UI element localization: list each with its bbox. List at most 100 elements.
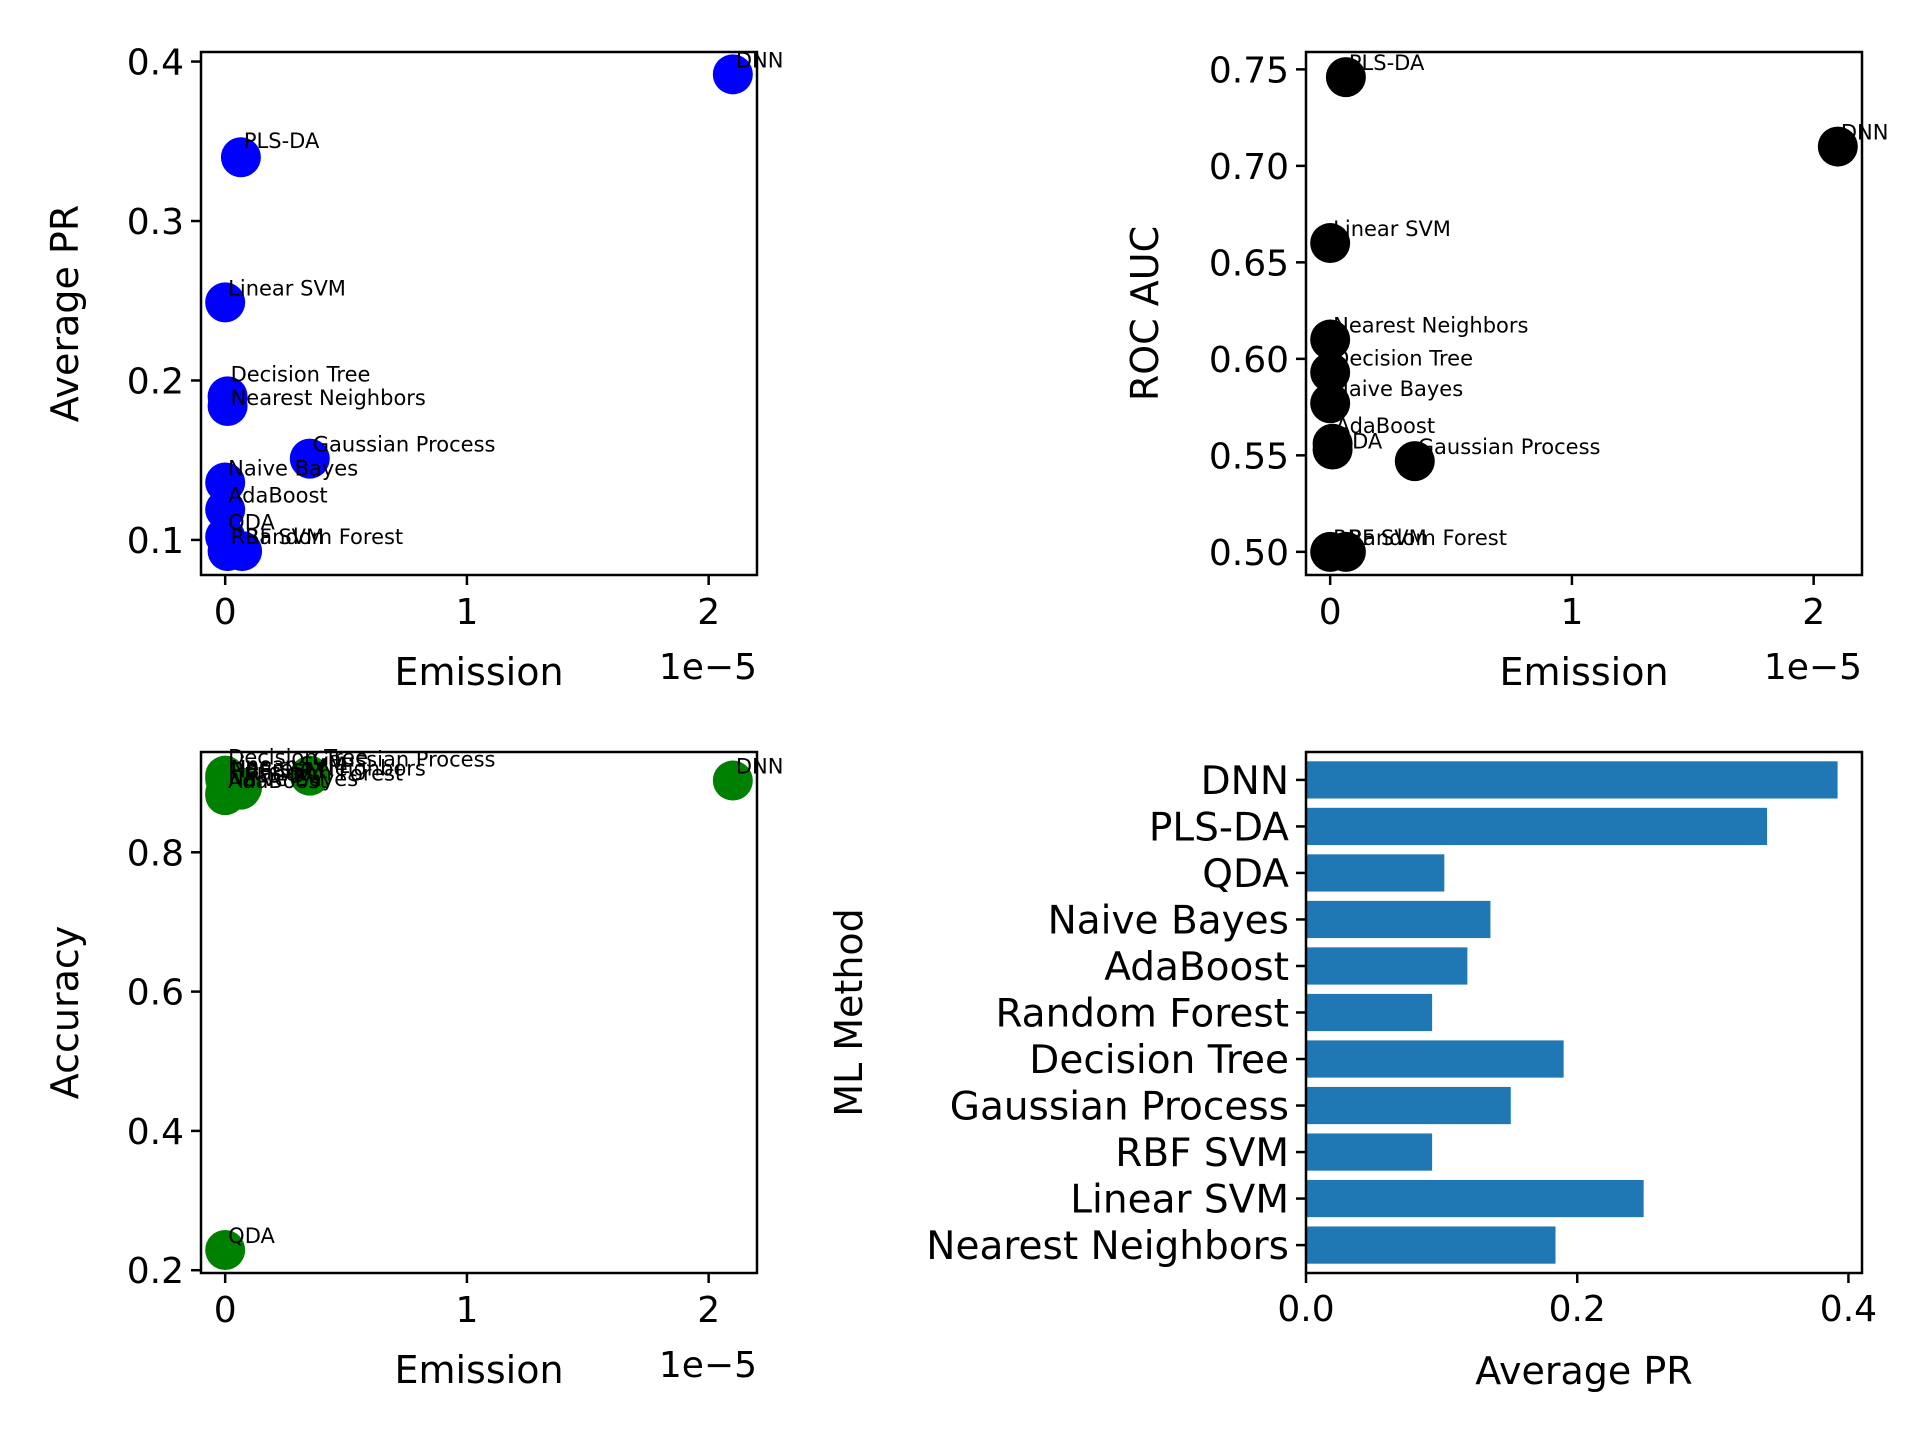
y-tick-label: 0.4	[127, 1112, 184, 1153]
axes-frame	[1304, 750, 1864, 1275]
y-axis-label: Accuracy	[43, 926, 87, 1100]
data-point	[1310, 319, 1351, 360]
point-label: Decision Tree	[228, 746, 368, 770]
point-label: Decision Tree	[1333, 346, 1473, 370]
x-tick-label: 1	[455, 592, 478, 633]
category-label: PLS-DA	[1149, 805, 1289, 850]
point-label: Nearest Neighbors	[231, 386, 426, 410]
y-axis-label: ML Method	[827, 908, 871, 1117]
y-axis-label: Average PR	[43, 205, 87, 422]
data-point	[220, 137, 261, 178]
data-point	[205, 775, 246, 816]
point-label: AdaBoost	[228, 769, 327, 793]
y-tick-label: 0.70	[1209, 147, 1289, 188]
point-label: Naive Bayes	[1333, 377, 1463, 401]
y-tick-label: 0.55	[1209, 436, 1289, 477]
point-label: QDA	[228, 1224, 275, 1248]
category-label: DNN	[1201, 759, 1289, 804]
y-axis-label: ROC AUC	[1123, 226, 1167, 401]
category-label: Nearest Neighbors	[926, 1224, 1289, 1269]
bar	[1306, 1226, 1556, 1264]
category-label: Random Forest	[995, 992, 1289, 1037]
data-point	[1817, 126, 1858, 167]
category-label: RBF SVM	[1115, 1131, 1289, 1176]
bar	[1306, 854, 1445, 892]
axes-frame	[199, 50, 759, 577]
y-tick-label: 0.2	[127, 361, 184, 402]
y-tick-label: 0.2	[127, 1251, 184, 1292]
x-tick-label: 0.4	[1820, 1289, 1877, 1330]
x-offset-label: 1e−5	[659, 1345, 757, 1386]
point-label: Random Forest	[1349, 526, 1507, 550]
data-point	[1310, 223, 1351, 264]
data-point	[1325, 57, 1366, 98]
point-label: AdaBoost	[228, 484, 327, 508]
data-point	[1312, 429, 1353, 470]
category-label: Naive Bayes	[1048, 898, 1289, 943]
axes-frame	[1304, 50, 1864, 577]
x-offset-label: 1e−5	[1764, 647, 1862, 688]
x-tick-label: 0.2	[1549, 1289, 1606, 1330]
x-axis-label: Emission	[1499, 650, 1668, 694]
data-point	[1325, 531, 1366, 572]
bar	[1306, 1133, 1433, 1171]
data-point	[289, 755, 330, 796]
point-label: AdaBoost	[1336, 414, 1435, 438]
data-point	[222, 531, 263, 572]
bar	[1306, 900, 1491, 939]
point-label: QDA	[1336, 430, 1383, 454]
point-label: Nearest Neighbors	[231, 757, 426, 781]
data-point	[1310, 383, 1351, 424]
point-label: Gaussian Process	[313, 433, 496, 457]
y-tick-label: 0.8	[127, 833, 184, 874]
category-label: Decision Tree	[1029, 1038, 1289, 1083]
point-label: Linear SVM	[1333, 217, 1451, 241]
data-point	[289, 438, 330, 479]
data-point	[1394, 441, 1435, 482]
bar	[1306, 947, 1468, 985]
x-axis-label: Emission	[394, 1348, 563, 1392]
x-offset-label: 1e−5	[659, 647, 757, 688]
y-tick-label: 0.1	[127, 521, 184, 562]
point-label: Linear SVM	[228, 276, 346, 300]
point-label: Nearest Neighbors	[1333, 314, 1528, 338]
point-label: QDA	[228, 511, 275, 535]
point-label: Decision Tree	[231, 362, 371, 386]
data-point	[712, 760, 753, 801]
y-tick-label: 0.50	[1209, 533, 1289, 574]
category-label: Linear SVM	[1070, 1178, 1289, 1223]
x-tick-label: 2	[697, 592, 720, 633]
x-tick-label: 0.0	[1277, 1289, 1334, 1330]
point-label: Gaussian Process	[1418, 435, 1601, 459]
x-tick-label: 2	[1802, 592, 1825, 633]
point-label: RBF SVM	[231, 759, 325, 783]
data-point	[1310, 352, 1351, 393]
category-label: AdaBoost	[1104, 945, 1289, 990]
bar	[1306, 1040, 1564, 1078]
point-label: PLS-DA	[1349, 51, 1425, 75]
point-label: RBF SVM	[1333, 526, 1427, 550]
category-label: QDA	[1202, 852, 1289, 897]
scatter-panel-2: PLS-DA DNN Linear SVM Nearest Neighbors Deci…	[1123, 50, 1888, 694]
x-axis-label: Emission	[394, 650, 563, 694]
point-label: Random Forest	[245, 762, 403, 786]
y-tick-label: 0.60	[1209, 340, 1289, 381]
x-tick-label: 1	[1560, 592, 1583, 633]
data-point	[205, 282, 246, 323]
y-tick-label: 0.3	[127, 202, 184, 243]
point-label: DNN	[736, 755, 784, 779]
bar	[1306, 1179, 1644, 1218]
x-tick-label: 0	[1319, 592, 1342, 633]
point-label: Naive Bayes	[228, 767, 358, 791]
point-label: Random Forest	[245, 525, 403, 549]
y-tick-label: 0.65	[1209, 243, 1289, 284]
axes-frame	[199, 750, 759, 1275]
point-label: PLS-DA	[244, 129, 320, 153]
bar	[1306, 807, 1768, 846]
x-tick-label: 0	[214, 592, 237, 633]
bar	[1306, 761, 1838, 799]
